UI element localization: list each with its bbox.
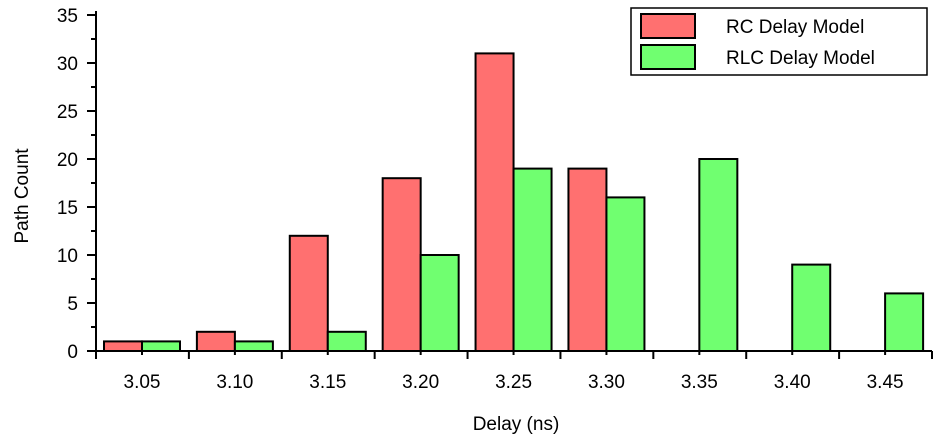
y-axis-title: Path Count [12,148,33,244]
x-tick-label: 3.25 [495,372,532,393]
y-tick-label: 20 [57,150,78,171]
bar-rc-3.10 [195,330,236,352]
bar-rlc-3.45 [884,292,925,352]
axes-group: 0 5 10 15 20 25 30 35 3.05 3.10 3.15 3.20 3.25 3.30 3.… [57,6,933,393]
y-tick-label: 15 [57,198,78,219]
y-tick-label: 10 [57,246,78,267]
y-tick-label: 25 [57,102,78,123]
x-tick-label: 3.20 [402,372,439,393]
x-tick-label: 3.10 [216,372,253,393]
y-tick-label: 30 [57,54,78,75]
legend: RC Delay Model RLC Delay Model [630,7,928,76]
bar-rlc-3.05 [141,340,181,352]
x-tick-label: 3.40 [774,372,811,393]
bar-rc-3.05 [103,340,143,352]
y-tick-label: 35 [57,6,78,27]
y-tick-label: 0 [67,342,78,363]
bar-rc-3.25 [474,52,515,353]
bar-rlc-3.30 [605,196,646,352]
x-tick-label: 3.35 [681,372,718,393]
bar-rc-3.30 [567,167,608,352]
y-tick-label: 5 [67,294,78,315]
legend-label-rlc: RLC Delay Model [726,48,875,69]
bars-group [103,52,925,353]
bar-rc-3.20 [381,177,422,352]
legend-swatch-rc [640,13,696,39]
bar-rlc-3.10 [233,340,274,352]
legend-label-rc: RC Delay Model [726,17,864,38]
bar-rlc-3.40 [791,263,832,353]
x-tick-label: 3.05 [124,372,161,393]
bar-rlc-3.25 [512,167,553,352]
x-tick-label: 3.15 [309,372,346,393]
x-tick-label: 3.45 [867,372,904,393]
x-tick-label: 3.30 [588,372,625,393]
legend-swatch-rlc [640,44,696,70]
bar-rlc-3.35 [698,158,739,352]
bar-rc-3.15 [288,234,329,352]
bar-rlc-3.20 [419,254,460,352]
bar-rlc-3.15 [326,330,367,352]
x-axis-title: Delay (ns) [473,414,560,435]
